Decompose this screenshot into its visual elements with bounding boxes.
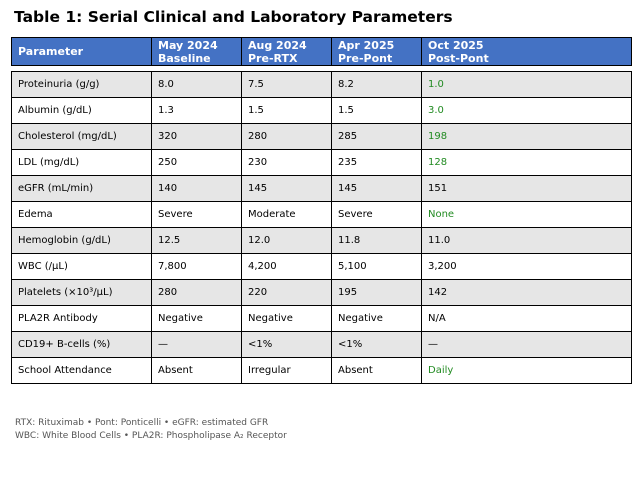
table-row: Proteinuria (g/g) 8.0 7.5 8.2 1.0: [11, 71, 632, 98]
table-cell: 145: [331, 175, 422, 202]
table-cell: 220: [241, 279, 332, 306]
table-cell: Edema: [11, 201, 152, 228]
table-cell: 280: [241, 123, 332, 150]
table-cell: 4,200: [241, 253, 332, 280]
header-line: Apr 2025: [338, 38, 395, 52]
header-line: Pre-Pont: [338, 51, 393, 65]
footnotes: RTX: Rituximab • Pont: Ponticelli • eGFR…: [15, 417, 287, 443]
table-cell: Negative: [331, 305, 422, 332]
table-cell: 8.2: [331, 71, 422, 98]
table-cell: 230: [241, 149, 332, 176]
table-cell: Negative: [241, 305, 332, 332]
header-line: Oct 2025: [428, 38, 484, 52]
table-cell: WBC (/µL): [11, 253, 152, 280]
table-cell: 12.0: [241, 227, 332, 254]
table-cell: N/A: [421, 305, 632, 332]
table-cell: Severe: [331, 201, 422, 228]
table-cell: Proteinuria (g/g): [11, 71, 152, 98]
table-cell: 7,800: [151, 253, 242, 280]
table-cell: Absent: [331, 357, 422, 384]
header-cell: Apr 2025 Pre-Pont: [331, 37, 422, 66]
table-cell: 3,200: [421, 253, 632, 280]
table-row: Edema Severe Moderate Severe None: [11, 201, 632, 228]
table-cell: LDL (mg/dL): [11, 149, 152, 176]
table-cell: Irregular: [241, 357, 332, 384]
table-body: Proteinuria (g/g) 8.0 7.5 8.2 1.0 Albumin (g/…: [11, 71, 632, 384]
table-cell: Daily: [421, 357, 632, 384]
table-cell: Platelets (×10³/µL): [11, 279, 152, 306]
table-cell: —: [151, 331, 242, 358]
table-cell: 1.5: [241, 97, 332, 124]
table-row: CD19+ B-cells (%) — <1% <1% —: [11, 331, 632, 358]
table-cell: 140: [151, 175, 242, 202]
table-cell: 7.5: [241, 71, 332, 98]
table-cell: 11.8: [331, 227, 422, 254]
table-cell: 1.3: [151, 97, 242, 124]
table-row: WBC (/µL) 7,800 4,200 5,100 3,200: [11, 253, 632, 280]
header-cell: Parameter: [11, 37, 152, 66]
table-cell: —: [421, 331, 632, 358]
header-line: Pre-RTX: [248, 51, 298, 65]
header-row: Parameter May 2024 Baseline Aug 2024 Pre-RTX…: [11, 37, 632, 66]
table-cell: 235: [331, 149, 422, 176]
table-row: Albumin (g/dL) 1.3 1.5 1.5 3.0: [11, 97, 632, 124]
table-cell: eGFR (mL/min): [11, 175, 152, 202]
table-cell: 11.0: [421, 227, 632, 254]
header-cell: Oct 2025 Post-Pont: [421, 37, 632, 66]
table-row: School Attendance Absent Irregular Absent Da…: [11, 357, 632, 384]
footnote: RTX: Rituximab • Pont: Ponticelli • eGFR…: [15, 418, 269, 428]
table-row: Cholesterol (mg/dL) 320 280 285 198: [11, 123, 632, 150]
table-cell: 320: [151, 123, 242, 150]
table-cell: 250: [151, 149, 242, 176]
header-line: Aug 2024: [248, 38, 307, 52]
table-cell: Moderate: [241, 201, 332, 228]
table-cell: 142: [421, 279, 632, 306]
table-cell: CD19+ B-cells (%): [11, 331, 152, 358]
table-row: eGFR (mL/min) 140 145 145 151: [11, 175, 632, 202]
table-cell: <1%: [241, 331, 332, 358]
header-cell: May 2024 Baseline: [151, 37, 242, 66]
table-cell: Cholesterol (mg/dL): [11, 123, 152, 150]
table-row: Hemoglobin (g/dL) 12.5 12.0 11.8 11.0: [11, 227, 632, 254]
table-cell: 3.0: [421, 97, 632, 124]
table-cell: Hemoglobin (g/dL): [11, 227, 152, 254]
table-cell: Negative: [151, 305, 242, 332]
table-cell: Absent: [151, 357, 242, 384]
table-cell: Severe: [151, 201, 242, 228]
table-cell: 1.5: [331, 97, 422, 124]
table-row: Platelets (×10³/µL) 280 220 195 142: [11, 279, 632, 306]
table-cell: 5,100: [331, 253, 422, 280]
table-cell: 151: [421, 175, 632, 202]
table-cell: 285: [331, 123, 422, 150]
table-header: Parameter May 2024 Baseline Aug 2024 Pre-RTX…: [11, 37, 632, 66]
table-title: Table 1: Serial Clinical and Laboratory …: [14, 8, 453, 26]
header-line: May 2024: [158, 38, 218, 52]
table-cell: <1%: [331, 331, 422, 358]
table-cell: 280: [151, 279, 242, 306]
header-line: Post-Pont: [428, 51, 489, 65]
table-cell: None: [421, 201, 632, 228]
table-cell: 145: [241, 175, 332, 202]
table-cell: 12.5: [151, 227, 242, 254]
table-cell: 8.0: [151, 71, 242, 98]
table-cell: 128: [421, 149, 632, 176]
table-cell: 1.0: [421, 71, 632, 98]
table-row: PLA2R Antibody Negative Negative Negative N/…: [11, 305, 632, 332]
table-cell: School Attendance: [11, 357, 152, 384]
footnote: WBC: White Blood Cells • PLA2R: Phosphol…: [15, 431, 287, 441]
table-cell: PLA2R Antibody: [11, 305, 152, 332]
table-cell: Albumin (g/dL): [11, 97, 152, 124]
table-row: LDL (mg/dL) 250 230 235 128: [11, 149, 632, 176]
table-cell: 198: [421, 123, 632, 150]
table-cell: 195: [331, 279, 422, 306]
header-line: Parameter: [18, 45, 84, 58]
header-line: Baseline: [158, 51, 211, 65]
header-cell: Aug 2024 Pre-RTX: [241, 37, 332, 66]
